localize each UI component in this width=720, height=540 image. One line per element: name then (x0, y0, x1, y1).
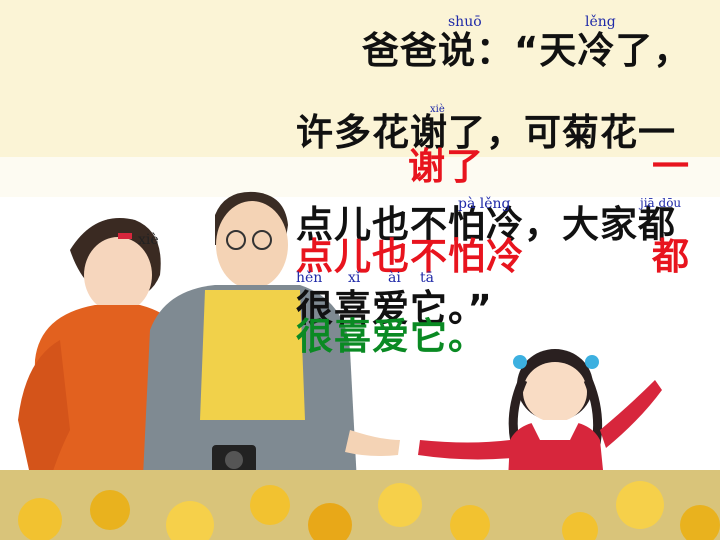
text-line-1: 爸爸说：“天冷了， (362, 29, 692, 72)
pinyin-ai: ài (388, 270, 401, 286)
pinyin-ta: tā (420, 270, 434, 286)
chrysanthemum-field (0, 470, 720, 540)
text-line-2: 许多花谢了，可菊花一 (296, 111, 676, 154)
banner-background (0, 0, 720, 157)
text-line-2-red-b: 一 (652, 145, 690, 188)
pinyin-jia-dou: jiā dōu (640, 196, 682, 210)
text-line-4-green: 很喜爱它。 (296, 315, 486, 358)
text-line-4: 很喜爱它。” (296, 287, 493, 330)
text-line-2-red-a: 谢了 (408, 145, 484, 188)
pinyin-leng: lěng (585, 14, 616, 30)
pinyin-xie-left: xiè (138, 232, 159, 248)
text-line-3-red-a: 点儿也不怕冷 (296, 235, 524, 278)
text-line-3: 点儿也不怕冷，大家都 (296, 203, 676, 246)
pinyin-shuo: shuō (448, 14, 482, 30)
pinyin-xie-small: xiè (430, 104, 445, 115)
pinyin-xi: xǐ (348, 270, 361, 286)
pinyin-hen: hěn (296, 270, 323, 286)
pinyin-pa-leng: pà lěng (458, 196, 511, 212)
text-line-3-red-b: 都 (652, 235, 690, 278)
